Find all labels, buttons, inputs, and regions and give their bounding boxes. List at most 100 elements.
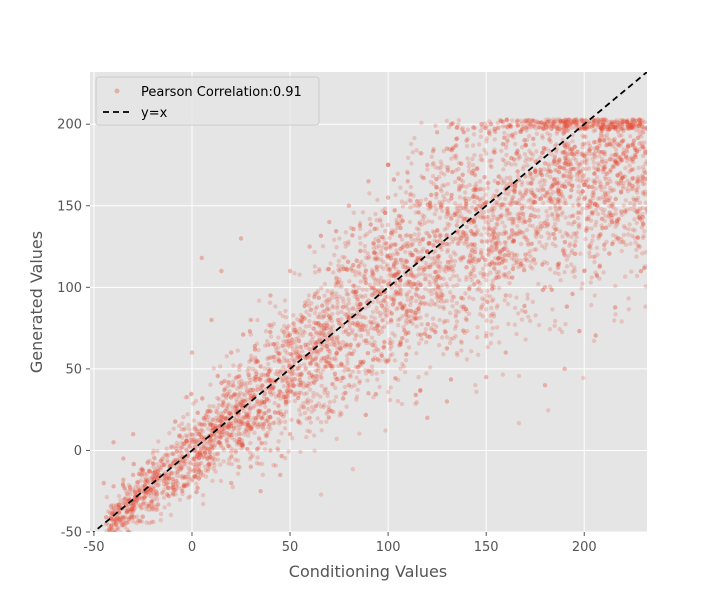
- cloud-point: [497, 285, 502, 291]
- cloud-point: [576, 184, 581, 189]
- cloud-point: [480, 124, 485, 130]
- cloud-point: [450, 267, 455, 272]
- cloud-point: [557, 165, 562, 170]
- cloud-point: [364, 231, 370, 237]
- cloud-point: [228, 395, 234, 400]
- cloud-point: [337, 347, 343, 352]
- cloud-point: [367, 369, 372, 374]
- cloud-point: [229, 435, 234, 440]
- cloud-point: [373, 277, 379, 282]
- cloud-point: [564, 168, 569, 174]
- cloud-point: [149, 519, 154, 524]
- cloud-point: [571, 156, 577, 161]
- cloud-point: [344, 343, 349, 348]
- cloud-point: [613, 126, 618, 131]
- cloud-point: [597, 179, 602, 184]
- cloud-point: [384, 308, 390, 313]
- cloud-point: [403, 233, 408, 238]
- cloud-point: [398, 221, 403, 226]
- cloud-point: [342, 312, 348, 317]
- cloud-point: [475, 287, 480, 292]
- cloud-point: [562, 198, 568, 203]
- cloud-point: [369, 371, 375, 376]
- cloud-point: [516, 311, 521, 316]
- cloud-point: [459, 183, 464, 189]
- cloud-point: [127, 515, 133, 520]
- cloud-point: [583, 125, 588, 131]
- cloud-point: [356, 264, 361, 269]
- cloud-point: [405, 282, 411, 287]
- cloud-point: [190, 477, 195, 482]
- cloud-point: [401, 364, 407, 369]
- cloud-point: [340, 264, 345, 269]
- cloud-point: [373, 211, 378, 217]
- cloud-point: [116, 549, 120, 553]
- cloud-point: [578, 178, 583, 183]
- cloud-point: [460, 216, 465, 221]
- cloud-point: [431, 146, 436, 152]
- cloud-point: [375, 197, 380, 203]
- cloud-point: [317, 311, 323, 317]
- cloud-point: [427, 234, 432, 239]
- cloud-point: [412, 135, 417, 141]
- cloud-point: [202, 451, 208, 456]
- cloud-point: [215, 457, 221, 462]
- cloud-point: [188, 432, 193, 437]
- cloud-point: [495, 256, 501, 261]
- cloud-point: [244, 389, 250, 394]
- cloud-point: [301, 329, 306, 334]
- cloud-point: [278, 409, 283, 414]
- cloud-point: [155, 483, 161, 488]
- cloud-point: [503, 244, 508, 249]
- cloud-point: [546, 235, 551, 241]
- cloud-point: [595, 211, 601, 217]
- cloud-point: [341, 375, 347, 380]
- cloud-point: [289, 417, 294, 422]
- cloud-point: [497, 250, 502, 255]
- cloud-point: [491, 314, 497, 319]
- cloud-point: [430, 162, 435, 167]
- cloud-point: [110, 527, 115, 532]
- cloud-point: [305, 406, 311, 412]
- cloud-point: [523, 219, 528, 224]
- cloud-point: [525, 181, 531, 186]
- cloud-point: [314, 330, 319, 336]
- cloud-point: [477, 179, 483, 184]
- cloud-point: [373, 255, 378, 260]
- cloud-point: [563, 145, 568, 150]
- cloud-point: [302, 391, 307, 397]
- cloud-point: [603, 119, 608, 125]
- cloud-point: [358, 226, 363, 231]
- cloud-point: [464, 237, 470, 242]
- cloud-point: [538, 171, 543, 177]
- cloud-point: [455, 219, 460, 224]
- cloud-point: [355, 297, 360, 302]
- cloud-point: [575, 120, 580, 126]
- cloud-point: [340, 363, 345, 368]
- cloud-point: [513, 232, 518, 238]
- cloud-point: [317, 315, 322, 320]
- cloud-point: [371, 241, 376, 246]
- cloud-point: [179, 458, 184, 463]
- cloud-point: [284, 315, 289, 320]
- cloud-point: [448, 254, 453, 259]
- cloud-point: [402, 258, 407, 263]
- cloud-point: [465, 234, 470, 239]
- cloud-point: [322, 390, 327, 395]
- cloud-point: [483, 192, 488, 197]
- cloud-point: [382, 311, 387, 316]
- cloud-point: [389, 297, 395, 302]
- cloud-point: [352, 322, 358, 327]
- cloud-point: [590, 201, 595, 206]
- cloud-point: [471, 219, 477, 225]
- cloud-point: [634, 180, 639, 185]
- cloud-point: [203, 474, 209, 479]
- cloud-point: [398, 257, 403, 262]
- cloud-point: [490, 212, 495, 218]
- cloud-point: [614, 219, 620, 224]
- cloud-point: [416, 204, 421, 209]
- cloud-point: [418, 282, 423, 288]
- cloud-point: [413, 282, 419, 287]
- cloud-point: [318, 331, 323, 336]
- cloud-point: [225, 391, 231, 396]
